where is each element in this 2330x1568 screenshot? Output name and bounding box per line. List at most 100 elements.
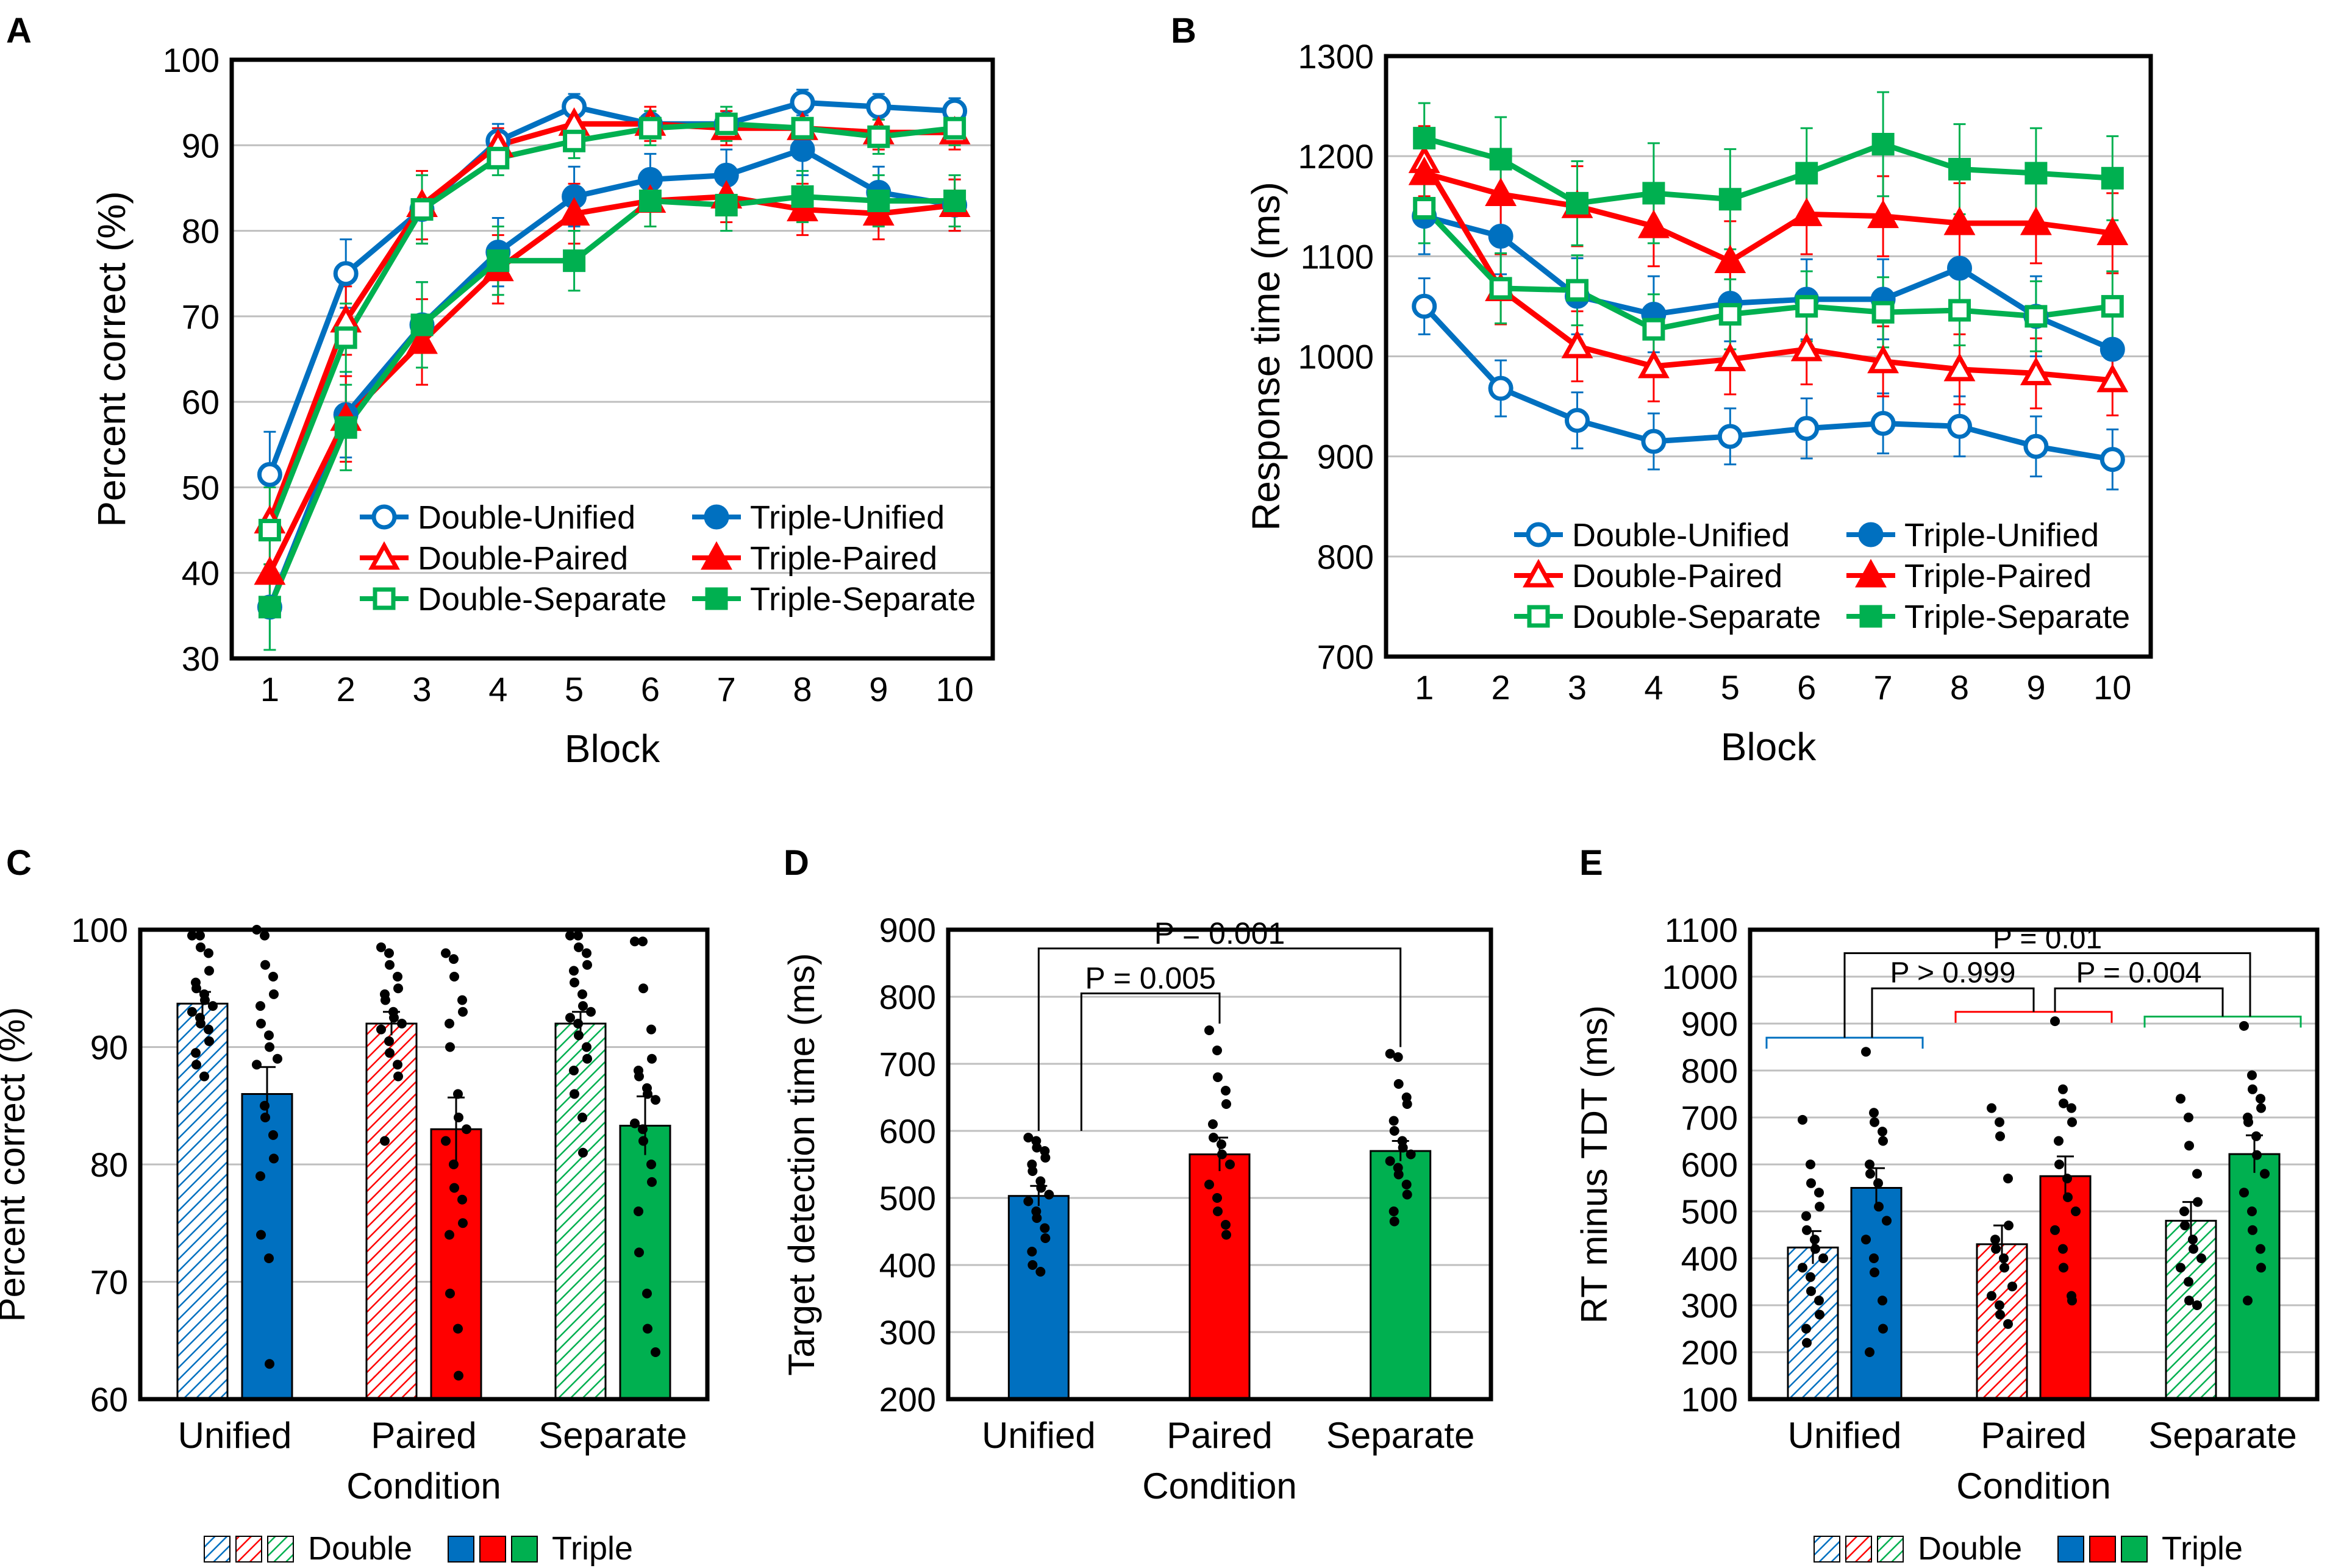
y-tick-label: 1000 bbox=[1298, 338, 1374, 376]
subject-dot bbox=[2059, 1263, 2068, 1273]
legend-label: Triple-Separate bbox=[750, 581, 976, 618]
legend-label: Triple-Paired bbox=[750, 540, 937, 577]
subject-dot bbox=[1027, 1247, 1037, 1256]
subject-dot bbox=[204, 1024, 213, 1035]
subject-dot bbox=[256, 1019, 266, 1028]
data-point bbox=[258, 596, 281, 619]
y-tick-label: 1300 bbox=[1298, 37, 1374, 76]
subject-dot bbox=[195, 930, 205, 941]
bar bbox=[430, 1128, 482, 1400]
y-tick-label: 400 bbox=[879, 1246, 936, 1285]
subject-dot bbox=[643, 1089, 652, 1099]
subject-dot bbox=[2180, 1221, 2190, 1231]
subject-dot bbox=[1388, 1206, 1399, 1216]
subject-dot bbox=[2058, 1244, 2068, 1254]
significance-label: P = 0.01 bbox=[1993, 923, 2102, 955]
subject-dot bbox=[1393, 1169, 1404, 1180]
bar bbox=[1787, 1246, 1839, 1400]
subject-dot bbox=[449, 1160, 459, 1169]
subject-dot bbox=[393, 983, 403, 994]
subject-dot bbox=[651, 1347, 660, 1357]
legend-swatch-hatched bbox=[1845, 1536, 1872, 1563]
legend-swatch-hatched bbox=[235, 1536, 262, 1563]
x-tick-label: 7 bbox=[717, 670, 736, 708]
y-tick-label: 800 bbox=[1317, 538, 1374, 576]
data-point bbox=[1943, 206, 1976, 235]
subject-dot bbox=[1023, 1196, 1034, 1206]
subject-dot bbox=[642, 1288, 652, 1299]
subject-dot bbox=[1389, 1126, 1399, 1136]
subject-dot bbox=[445, 1230, 454, 1240]
significance-label: P = 0.004 bbox=[2076, 957, 2202, 989]
subject-dot bbox=[1388, 1116, 1399, 1126]
subject-dot bbox=[1869, 1108, 1879, 1118]
subject-dot bbox=[1806, 1286, 1816, 1296]
x-tick-label: 5 bbox=[565, 670, 584, 708]
bar bbox=[1007, 1195, 1070, 1400]
subject-dot bbox=[1401, 1180, 1412, 1189]
group-bracket bbox=[1954, 1011, 2113, 1023]
y-tick-label: 300 bbox=[879, 1313, 936, 1352]
y-tick-label: 900 bbox=[879, 911, 936, 949]
subject-dot bbox=[643, 1324, 652, 1334]
subject-dot bbox=[458, 1007, 468, 1017]
data-point bbox=[1795, 162, 1818, 185]
subject-dot bbox=[574, 1030, 584, 1041]
subject-dot bbox=[269, 1153, 279, 1164]
subject-dot bbox=[1814, 1188, 1824, 1198]
y-tick-label: 400 bbox=[1681, 1239, 1738, 1278]
subject-dot bbox=[1814, 1295, 1824, 1306]
data-point bbox=[1717, 424, 1743, 449]
legend-marker bbox=[701, 541, 732, 570]
subject-dot bbox=[2063, 1192, 2073, 1202]
subject-dot bbox=[1865, 1160, 1874, 1169]
subject-dot bbox=[187, 930, 197, 941]
subject-dot bbox=[2252, 1150, 2262, 1160]
x-tick-label: 1 bbox=[1415, 668, 1434, 707]
subject-dot bbox=[384, 948, 394, 958]
legend-label: Triple bbox=[2162, 1530, 2243, 1567]
legend-marker bbox=[1523, 558, 1554, 588]
x-axis-title: Block bbox=[565, 727, 661, 771]
subject-dot bbox=[268, 1130, 278, 1140]
subject-dot bbox=[1801, 1211, 1811, 1221]
data-point bbox=[1867, 344, 1899, 374]
subject-dot bbox=[453, 1089, 463, 1099]
x-axis-title: Condition bbox=[1142, 1466, 1297, 1506]
x-axis-title: Block bbox=[1721, 725, 1817, 769]
x-tick-label: 9 bbox=[869, 670, 888, 708]
bar bbox=[619, 1124, 671, 1400]
legend-marker bbox=[1526, 522, 1551, 547]
legend-swatch-solid bbox=[2089, 1536, 2116, 1563]
x-tick-label: 5 bbox=[1721, 668, 1740, 707]
subject-dot bbox=[1389, 1216, 1399, 1227]
subject-dot bbox=[634, 1071, 644, 1082]
legend-swatch-hatched bbox=[1877, 1536, 1904, 1563]
subject-dot bbox=[1212, 1193, 1222, 1203]
subject-dot bbox=[1036, 1183, 1046, 1193]
panel-label-a: A bbox=[6, 11, 32, 51]
subject-dot bbox=[586, 1007, 596, 1017]
y-tick-label: 60 bbox=[182, 383, 220, 421]
y-tick-label: 80 bbox=[90, 1146, 128, 1184]
data-point bbox=[867, 189, 890, 212]
x-tick-label: 6 bbox=[641, 670, 660, 708]
y-tick-label: 600 bbox=[1681, 1146, 1738, 1184]
legend-marker bbox=[373, 587, 396, 610]
panel-c-bar-chart: 60 70 80 90 100 Unified Paired Separate Conditio… bbox=[0, 911, 710, 1567]
subject-dot bbox=[1213, 1206, 1223, 1216]
subject-dot bbox=[2176, 1094, 2185, 1104]
data-point bbox=[334, 416, 357, 439]
subject-dot bbox=[1393, 1052, 1403, 1062]
subject-dot bbox=[260, 930, 270, 941]
data-point bbox=[1718, 303, 1742, 326]
x-tick-label: Unified bbox=[178, 1415, 292, 1456]
data-point bbox=[1561, 329, 1593, 358]
subject-dot bbox=[264, 1030, 274, 1041]
subject-dot bbox=[2062, 1174, 2072, 1184]
data-point bbox=[1790, 198, 1823, 226]
subject-dot bbox=[582, 948, 591, 958]
subject-dot bbox=[1406, 1149, 1416, 1160]
group-bracket bbox=[1765, 1036, 1924, 1049]
subject-dot bbox=[2067, 1117, 2077, 1127]
